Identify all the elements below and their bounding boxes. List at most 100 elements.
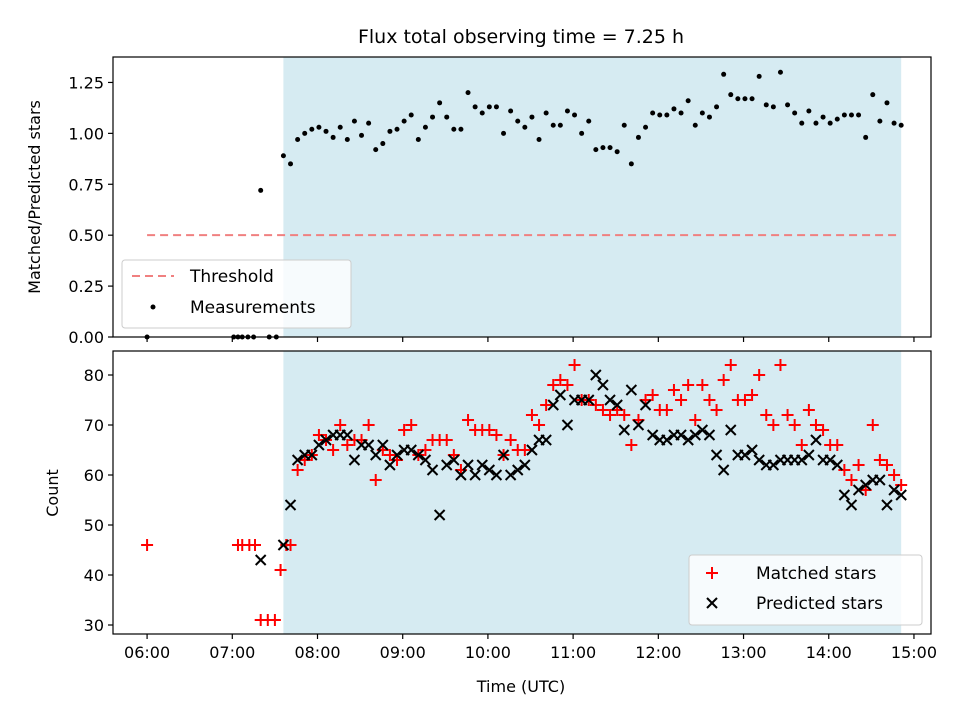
matched-star-point [845, 474, 858, 486]
ratio-y-tick-label: 0.25 [68, 277, 104, 296]
predicted-star-point [284, 499, 297, 511]
matched-star-point [746, 389, 759, 401]
matched-star-point [717, 374, 730, 386]
matched-star-point [866, 419, 879, 431]
matched-star-point [682, 379, 695, 391]
measurement-point [408, 112, 414, 118]
measurement-point [387, 128, 393, 134]
measurement-point [813, 120, 819, 126]
matched-star-point [334, 419, 347, 431]
matched-star-point [689, 414, 702, 426]
predicted-star-point [554, 389, 567, 401]
predicted-star-point [682, 434, 694, 446]
predicted-star-point [448, 454, 460, 466]
shaded-observing-span [283, 57, 902, 337]
ratio-legend-box [121, 259, 352, 329]
count-y-tick-label: 40 [84, 566, 104, 585]
measurement-point [657, 112, 663, 118]
predicted-star-point [476, 459, 488, 471]
measurement-point [806, 108, 812, 114]
matched-star-point [767, 419, 780, 431]
measurement-point [330, 134, 336, 140]
matched-star-point [327, 444, 340, 456]
measurement-point [799, 120, 805, 126]
matched-star-point [724, 359, 737, 371]
measurement-point [671, 106, 677, 112]
ratio-y-tick-label: 0.75 [68, 175, 104, 194]
matched-star-point [341, 439, 354, 451]
matched-star-point [274, 564, 287, 576]
predicted-star-point [675, 429, 687, 441]
matched-star-point [781, 409, 794, 421]
measurement-point [515, 118, 521, 124]
count-y-tick-label: 50 [84, 516, 104, 535]
predicted-star-point [796, 454, 808, 466]
matched-star-point [596, 404, 609, 416]
count-x-tick-label: 10:00 [465, 643, 511, 662]
matched-star-point [284, 539, 297, 551]
measurement-point [323, 128, 329, 134]
matched-star-point [525, 409, 538, 421]
measurement-point [550, 122, 556, 128]
predicted-star-point [547, 399, 559, 411]
measurement-point [522, 124, 528, 130]
ratio-y-tick-label: 1.00 [68, 124, 104, 143]
predicted-star-point [611, 399, 623, 411]
measurement-point [877, 118, 883, 124]
matched-star-point [554, 374, 567, 386]
matched-star-point [809, 419, 822, 431]
measurement-point [316, 124, 322, 130]
matched-star-point [483, 424, 496, 436]
measurement-point [593, 147, 599, 153]
measurement-point [579, 130, 585, 136]
matched-star-point [249, 539, 262, 551]
measurement-point [685, 98, 691, 104]
predicted-star-point [881, 499, 893, 511]
measurement-point [777, 69, 783, 75]
predicted-star-point [419, 454, 432, 466]
measurement-point [422, 124, 428, 130]
measurement-point [309, 126, 315, 132]
measurement-point [756, 73, 762, 79]
matched-star-point [383, 449, 396, 461]
measurement-point [848, 112, 854, 118]
legend-measurements-label: Measurements [190, 298, 316, 318]
measurement-point [714, 104, 720, 110]
measurement-point [366, 120, 372, 126]
measurement-point [792, 110, 798, 116]
predicted-star-point [391, 449, 403, 461]
count-x-tick-label: 12:00 [635, 643, 681, 662]
matched-star-point [462, 414, 475, 426]
ratio-y-tick-label: 0.00 [68, 328, 104, 347]
matched-star-point [852, 459, 865, 471]
measurement-point [258, 187, 264, 193]
matched-star-point [518, 444, 531, 456]
predicted-star-point [874, 474, 886, 486]
matched-star-point [873, 454, 886, 466]
matched-star-point [291, 464, 304, 476]
count-x-tick-label: 15:00 [891, 643, 937, 662]
measurement-point [359, 132, 365, 138]
matched-star-point [625, 439, 638, 451]
predicted-star-point [504, 469, 517, 481]
predicted-star-point [426, 464, 439, 476]
predicted-star-point [320, 434, 332, 446]
count-x-tick-label: 14:00 [806, 643, 852, 662]
predicted-star-point [703, 429, 716, 441]
count-x-tick-label: 07:00 [209, 643, 255, 662]
measurement-point [841, 112, 847, 118]
matched-star-point [540, 399, 553, 411]
legend-matched-swatch [706, 567, 718, 579]
predicted-star-point [604, 394, 616, 406]
measurement-point [735, 96, 741, 102]
matched-star-point [667, 384, 680, 396]
measurement-point [572, 112, 578, 118]
predicted-star-point [710, 449, 723, 461]
predicted-star-point [725, 424, 737, 436]
measurement-point [699, 110, 705, 116]
predicted-star-point [462, 459, 474, 471]
matched-star-point [561, 379, 574, 391]
predicted-star-point [888, 484, 900, 496]
matched-star-point [660, 404, 673, 416]
matched-star-point [710, 404, 723, 416]
